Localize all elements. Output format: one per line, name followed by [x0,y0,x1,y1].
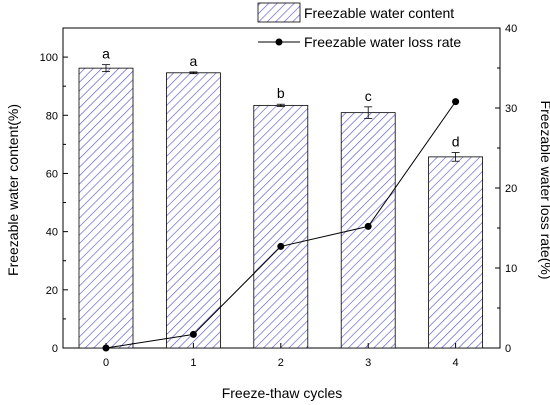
x-tick-label: 3 [365,357,371,369]
x-tick-label: 1 [190,357,196,369]
right-tick-label: 10 [505,263,517,275]
axes-layer: 0 20 40 60 80 100 0 10 20 30 40 0 1 2 3 4 [40,23,518,369]
legend-line-marker [275,38,283,46]
loss-rate-point [364,222,372,230]
right-tick-label: 20 [505,183,517,195]
significance-label: c [365,88,372,104]
legend: Freezable water content Freezable water … [257,2,461,50]
left-tick-label: 20 [46,285,58,297]
loss-rate-point [452,98,460,106]
legend-bar-label: Freezable water content [304,5,454,21]
right-tick-label: 0 [505,343,511,355]
x-axis-title: Freeze-thaw cycles [222,385,343,401]
loss-rate-point [277,242,285,250]
right-tick-label: 40 [505,23,517,35]
significance-label: b [277,85,285,101]
left-tick-label: 80 [46,110,58,122]
left-y-axis-title: Freezable water content(%) [5,104,21,276]
x-tick-label: 4 [453,357,459,369]
right-tick-label: 30 [505,103,517,115]
bar [253,104,309,349]
left-tick-label: 40 [46,227,58,239]
legend-bar-swatch [257,2,301,23]
legend-line-label: Freezable water loss rate [304,34,461,50]
significance-label: a [102,46,110,62]
left-tick-label: 60 [46,168,58,180]
loss-rate-point [189,330,197,338]
bar [428,156,484,349]
bar [165,72,221,349]
bars-layer: a a b c d [78,46,484,349]
left-tick-label: 0 [52,343,58,355]
significance-label: a [190,53,198,69]
right-y-axis-title: Freezable water loss rate(%) [538,101,550,280]
x-tick-label: 0 [103,357,109,369]
x-tick-label: 2 [278,357,284,369]
significance-label: d [452,134,460,150]
left-tick-label: 100 [40,52,58,64]
bar [340,112,396,349]
bar [78,67,134,349]
